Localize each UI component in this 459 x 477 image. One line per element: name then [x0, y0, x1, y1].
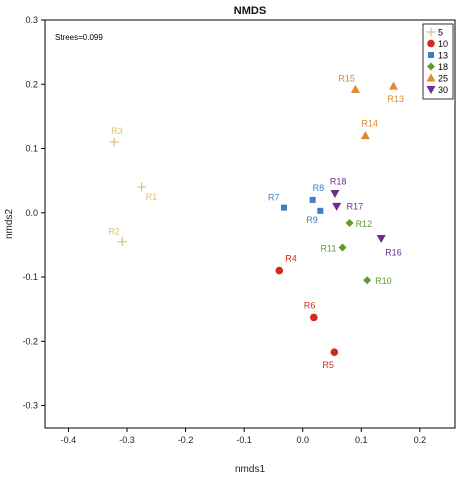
- series-5: R1 R2 R3: [108, 126, 158, 247]
- x-axis-label: nmds1: [235, 464, 265, 475]
- x-axis: -0.4 -0.3 -0.2 -0.1 0.0 0.1 0.2: [61, 428, 426, 445]
- point-label: R4: [285, 254, 297, 264]
- x-tick-label: 0.1: [355, 435, 368, 445]
- legend-marker: [426, 73, 436, 82]
- point-label: R13: [388, 94, 405, 104]
- series-13: R7 R8 R9: [268, 183, 324, 225]
- point-r14: [360, 131, 370, 140]
- point-r3: [109, 137, 119, 147]
- point-r5: [330, 348, 339, 356]
- point-r17: [332, 202, 342, 211]
- legend-entry: 10: [427, 39, 448, 49]
- x-tick-label: -0.1: [236, 435, 252, 445]
- y-tick-label: 0.1: [25, 144, 38, 154]
- point-label: R6: [304, 300, 316, 310]
- legend-label: 30: [438, 85, 448, 95]
- y-tick-label: -0.1: [22, 272, 38, 282]
- point-label: R2: [108, 227, 120, 237]
- point-r7: [280, 204, 287, 211]
- legend-marker: [427, 62, 435, 71]
- y-tick-label: -0.3: [22, 401, 38, 411]
- point-r16: [376, 234, 386, 243]
- chart-title: NMDS: [234, 5, 266, 17]
- legend-marker: [427, 39, 435, 48]
- legend-marker: [426, 27, 436, 37]
- legend-label: 5: [438, 28, 443, 38]
- y-axis: -0.3 -0.2 -0.1 0.0 0.1 0.2 0.3: [22, 15, 45, 411]
- legend-entry: 30: [426, 85, 448, 95]
- point-label: R10: [375, 276, 392, 286]
- point-label: R16: [385, 247, 402, 257]
- series-18: R10 R11 R12: [321, 219, 392, 286]
- point-r6: [310, 313, 318, 322]
- point-r18: [330, 189, 340, 198]
- legend-label: 18: [438, 62, 448, 72]
- legend-entry: 13: [428, 51, 448, 61]
- point-label: R17: [347, 201, 364, 211]
- point-r10: [363, 276, 372, 285]
- legend-label: 10: [438, 39, 448, 49]
- series-25: R13 R14 R15: [338, 73, 405, 140]
- y-tick-label: 0.3: [25, 15, 38, 25]
- point-label: R14: [361, 119, 378, 129]
- y-tick-label: 0.2: [25, 79, 38, 89]
- point-label: R5: [322, 360, 334, 370]
- point-r15: [350, 84, 360, 93]
- y-tick-label: -0.2: [22, 336, 38, 346]
- legend-entry: 25: [426, 73, 448, 84]
- legend-label: 25: [438, 74, 448, 84]
- legend-marker: [428, 52, 434, 58]
- point-label: R3: [111, 126, 123, 136]
- y-axis-label: nmds2: [4, 209, 15, 239]
- x-tick-label: -0.3: [119, 435, 135, 445]
- series-10: R4 R5 R6: [275, 254, 339, 370]
- point-r12: [345, 219, 354, 228]
- point-r13: [389, 81, 398, 90]
- legend-marker: [426, 86, 436, 94]
- point-r8: [309, 196, 316, 203]
- legend-label: 13: [438, 51, 448, 61]
- point-label: R8: [313, 183, 325, 193]
- stress-annotation: Strees=0.099: [55, 33, 103, 42]
- point-r1: [137, 182, 147, 192]
- point-label: R11: [321, 243, 337, 253]
- x-tick-label: -0.4: [61, 435, 77, 445]
- point-label: R18: [330, 176, 347, 186]
- x-tick-label: 0.0: [296, 435, 309, 445]
- series-30: R16 R17 R18: [330, 176, 402, 257]
- point-r11: [338, 243, 347, 252]
- point-label: R12: [356, 219, 373, 229]
- x-tick-label: 0.2: [414, 435, 427, 445]
- point-r2: [117, 237, 127, 247]
- plot-frame: [44, 19, 456, 429]
- point-r4: [275, 266, 284, 275]
- y-tick-label: 0.0: [25, 208, 38, 218]
- point-label: R1: [146, 192, 158, 202]
- legend-entry: 5: [426, 27, 443, 38]
- legend-entry: 18: [427, 62, 448, 72]
- data-points: R1R2R3R4R5R6R7R8R9R10R11R12R13R14R15R16R…: [108, 73, 404, 370]
- point-label: R9: [306, 215, 318, 225]
- point-r9: [317, 207, 324, 214]
- x-tick-label: -0.2: [178, 435, 194, 445]
- point-label: R15: [338, 73, 355, 83]
- point-label: R7: [268, 193, 280, 203]
